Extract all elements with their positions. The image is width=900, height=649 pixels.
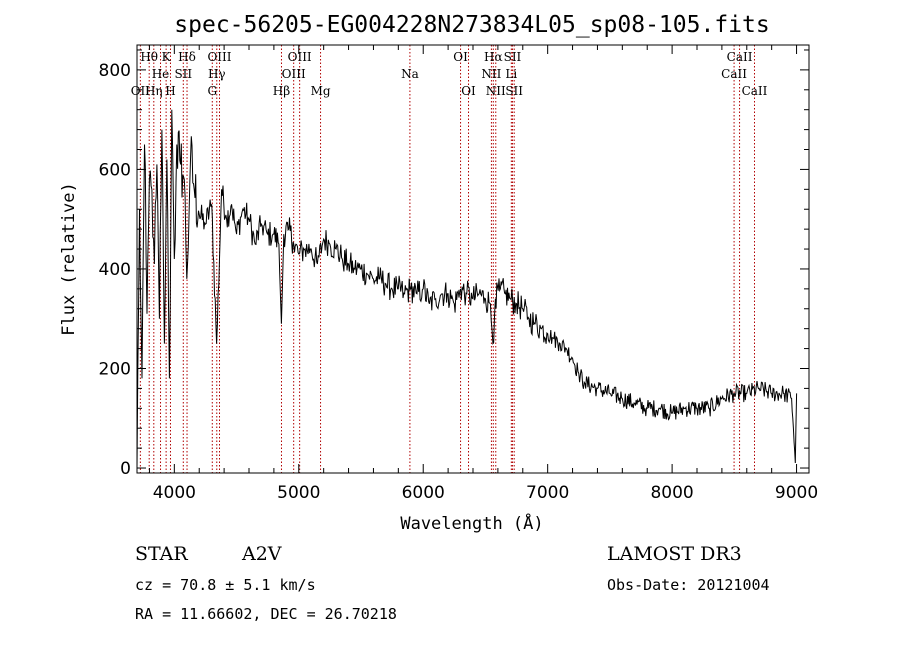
x-tick-label: 8000 xyxy=(650,483,693,503)
spectral-line-label: Hβ xyxy=(273,84,290,98)
spectral-line-label: SII xyxy=(504,50,522,64)
spectral-line-label: Hθ xyxy=(140,50,158,64)
spectral-line-label: Li xyxy=(505,67,517,81)
spectral-line-label: Hη xyxy=(145,84,163,98)
x-axis-ticks: 4000 5000 6000 7000 8000 9000 xyxy=(148,45,818,503)
coordinates: RA = 11.66602, DEC = 26.70218 xyxy=(135,605,397,623)
spectral-line-label: G xyxy=(207,84,217,98)
spectral-line-label: Hα xyxy=(484,50,503,64)
spectral-line-label: NII xyxy=(481,67,501,81)
redshift-value: cz = 70.8 ± 5.1 km/s xyxy=(135,576,316,594)
x-axis-label: Wavelength (Å) xyxy=(400,512,543,534)
y-tick-label: 800 xyxy=(99,61,131,81)
y-axis-label: Flux (relative) xyxy=(59,182,79,336)
y-tick-label: 400 xyxy=(99,260,131,280)
spectral-line-label: Hδ xyxy=(178,50,196,64)
x-tick-label: 7000 xyxy=(526,483,569,503)
survey-name: LAMOST DR3 xyxy=(607,543,742,565)
x-tick-label: 5000 xyxy=(277,483,320,503)
spectral-reference-lines xyxy=(139,45,755,473)
spectral-line-label: OII xyxy=(131,84,151,98)
spectral-line-label: OI xyxy=(453,50,468,64)
y-tick-label: 600 xyxy=(99,160,131,180)
flux-series-line xyxy=(136,109,798,469)
spectral-line-label: Na xyxy=(401,67,419,81)
spectral-line-label: Mg xyxy=(311,84,331,98)
spectral-line-label: CaII xyxy=(721,67,747,81)
spectral-line-label: OI xyxy=(461,84,476,98)
y-axis-ticks: 0 200 400 600 800 xyxy=(99,49,809,479)
observation-date: Obs-Date: 20121004 xyxy=(607,576,770,594)
spectral-line-label: Hγ xyxy=(208,67,226,81)
object-subclass: A2V xyxy=(241,543,282,565)
x-tick-label: 6000 xyxy=(402,483,445,503)
y-tick-label: 200 xyxy=(99,359,131,379)
spectral-line-label: CaII xyxy=(727,50,753,64)
spectral-line-labels: OII Hθ Hη He K H SII Hδ G Hγ OIII Hβ OIII OIII Mg Na OI O… xyxy=(131,50,768,98)
object-class: STAR xyxy=(135,543,188,565)
x-tick-label: 4000 xyxy=(153,483,196,503)
plot-frame xyxy=(136,44,810,474)
spectral-line-label: OIII xyxy=(282,67,306,81)
spectral-line-label: OIII xyxy=(207,50,231,64)
spectral-line-label: NII xyxy=(486,84,506,98)
spectral-line-label: H xyxy=(165,84,175,98)
spectral-line-label: SII xyxy=(174,67,192,81)
spectral-line-label: SII xyxy=(505,84,523,98)
spectral-line-label: OIII xyxy=(288,50,312,64)
chart-title: spec-56205-EG004228N273834L05_sp08-105.f… xyxy=(174,12,769,38)
y-tick-label: 0 xyxy=(120,459,131,479)
spectral-line-label: CaII xyxy=(742,84,768,98)
spectral-line-label: He xyxy=(152,67,170,81)
spectral-line-label: K xyxy=(162,50,172,64)
x-tick-label: 9000 xyxy=(775,483,818,503)
